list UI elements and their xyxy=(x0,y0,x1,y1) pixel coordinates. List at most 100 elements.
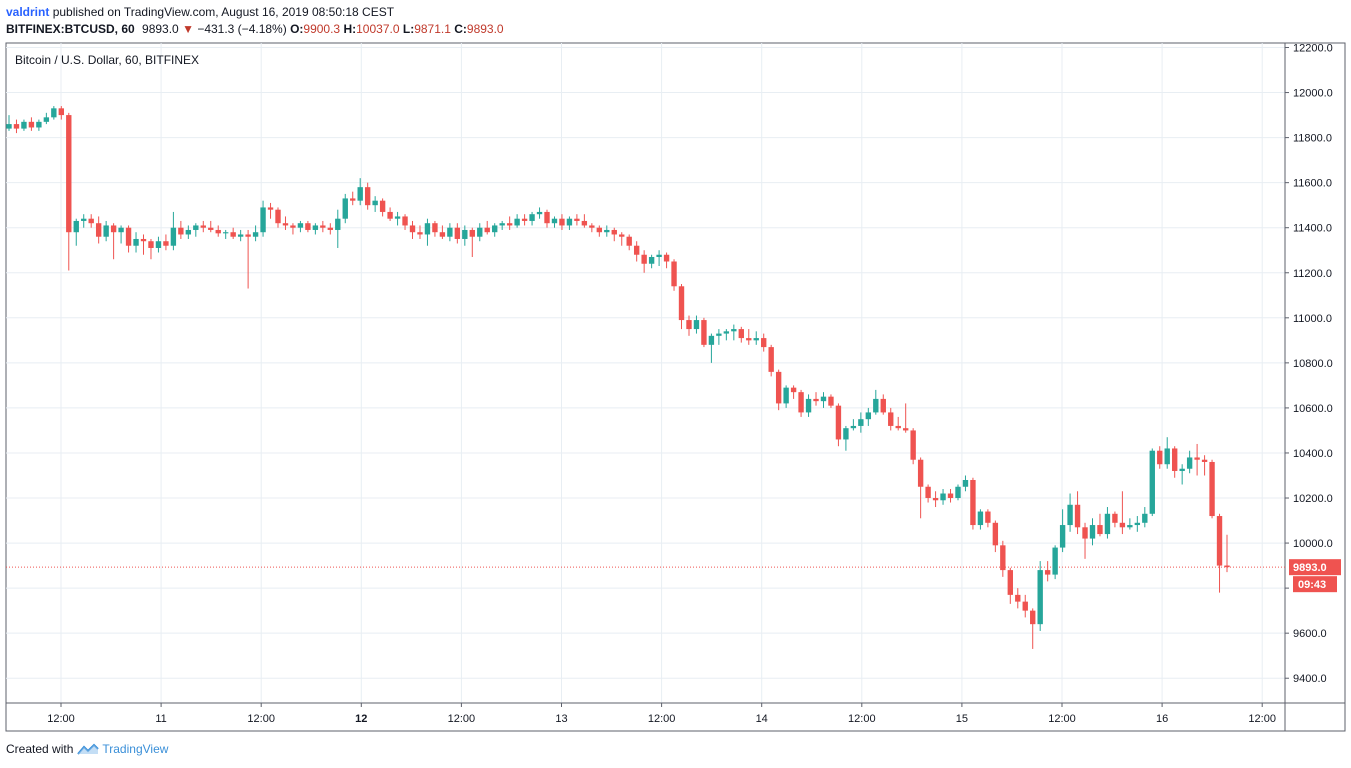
candle-body xyxy=(678,286,685,321)
last-price: 9893.0 xyxy=(142,22,179,36)
candle-body xyxy=(888,412,894,426)
candle-body xyxy=(327,227,334,230)
candle-body xyxy=(656,254,662,257)
candle-body xyxy=(21,121,27,129)
footer: Created with TradingView xyxy=(6,742,168,756)
candle-body xyxy=(155,241,162,248)
candle-body xyxy=(596,227,603,233)
y-tick-label: 10800.0 xyxy=(1293,358,1333,370)
candle-body xyxy=(932,498,939,501)
candle-body xyxy=(477,227,483,237)
candle-body xyxy=(1149,450,1155,514)
x-tick-label: 12:00 xyxy=(848,713,876,725)
candle-body xyxy=(917,459,924,487)
candle-body xyxy=(977,511,984,526)
low-label: L: xyxy=(402,22,415,36)
x-tick-label: 16 xyxy=(1156,713,1168,725)
y-tick-label: 12200.0 xyxy=(1293,43,1333,55)
candle-body xyxy=(1134,522,1141,526)
candle-body xyxy=(133,238,139,246)
candle-body xyxy=(1112,513,1118,523)
candle-body xyxy=(275,209,281,224)
candle-body xyxy=(439,232,446,237)
candle-body xyxy=(178,227,184,235)
candle-body xyxy=(290,225,296,228)
candle-body xyxy=(648,256,655,264)
candle-body xyxy=(940,493,946,501)
x-tick-label: 12:00 xyxy=(247,713,275,725)
candle-body xyxy=(1216,516,1223,566)
open-label: O: xyxy=(290,22,304,36)
candle-body xyxy=(746,338,752,341)
x-tick-label: 12:00 xyxy=(648,713,676,725)
candle-body xyxy=(1044,570,1051,575)
candle-body xyxy=(820,396,827,402)
candle-body xyxy=(895,425,901,429)
y-tick-label: 10600.0 xyxy=(1293,403,1333,415)
candle-body xyxy=(125,227,132,246)
tradingview-brand-link[interactable]: TradingView xyxy=(102,742,169,756)
candle-body xyxy=(342,198,348,219)
candle-body xyxy=(13,124,20,129)
price-chart[interactable]: 12200.0 12000.0 11800.0 11600.0 11400.0 11200… xyxy=(0,0,1351,740)
candle-body xyxy=(1127,525,1133,528)
candle-body xyxy=(357,187,363,201)
candle-body xyxy=(559,218,565,226)
candle-body xyxy=(43,117,50,122)
candle-body xyxy=(925,486,931,499)
candle-body xyxy=(858,419,864,426)
candle-body xyxy=(865,412,872,420)
candle-body xyxy=(51,108,57,118)
x-tick-label: 12:00 xyxy=(1248,713,1276,725)
candle-body xyxy=(805,398,812,413)
candle-body xyxy=(1067,504,1073,526)
candle-body xyxy=(1186,457,1193,469)
high-value: 10037.0 xyxy=(356,22,400,36)
open-value: 9900.3 xyxy=(303,22,341,36)
candle-body xyxy=(462,229,468,239)
candle-body xyxy=(454,227,461,239)
change-value: −431.3 (−4.18%) xyxy=(197,22,287,36)
candle-body xyxy=(1142,513,1148,523)
candle-body xyxy=(1089,525,1096,539)
candle-body xyxy=(536,211,543,215)
candle-body xyxy=(6,124,12,129)
candle-body xyxy=(671,261,677,287)
candle-body xyxy=(955,486,961,499)
candle-body xyxy=(409,225,416,233)
x-tick-label: 12:00 xyxy=(1048,713,1076,725)
countdown-badge xyxy=(1293,576,1337,593)
candle-body xyxy=(447,227,453,237)
candle-body xyxy=(708,335,715,345)
candle-body xyxy=(1119,522,1126,528)
candle-body xyxy=(387,211,393,219)
candle-body xyxy=(686,320,692,330)
candle-body xyxy=(230,232,236,237)
candle-body xyxy=(798,392,804,413)
down-arrow-icon: ▼ xyxy=(182,22,194,36)
candle-body xyxy=(783,387,789,404)
y-tick-label: 10200.0 xyxy=(1293,493,1333,505)
candle-body xyxy=(28,121,35,128)
current-price-badge xyxy=(1289,559,1341,576)
x-tick-label: 12:00 xyxy=(47,713,75,725)
x-tick-label: 14 xyxy=(756,713,768,725)
current-price-label: 9893.0 xyxy=(1293,562,1327,574)
candle-body xyxy=(619,234,625,237)
y-tick-label: 9600.0 xyxy=(1293,628,1327,640)
candle-body xyxy=(768,347,774,372)
low-value: 9871.1 xyxy=(414,22,451,36)
candle-body xyxy=(611,229,617,235)
candle-body xyxy=(581,220,588,226)
candle-body xyxy=(402,216,408,226)
candle-body xyxy=(372,200,378,206)
x-tick-label: 13 xyxy=(555,713,567,725)
candle-body xyxy=(633,245,640,255)
y-tick-label: 11000.0 xyxy=(1293,313,1332,325)
author-link[interactable]: valdrint xyxy=(6,5,50,19)
y-tick-label: 11200.0 xyxy=(1293,268,1332,280)
candle-body xyxy=(492,225,498,233)
candle-body xyxy=(902,428,909,431)
ohlc-header: BITFINEX:BTCUSD, 60 9893.0 ▼ −431.3 (−4.… xyxy=(6,22,504,36)
chart-frame xyxy=(5,42,1346,732)
